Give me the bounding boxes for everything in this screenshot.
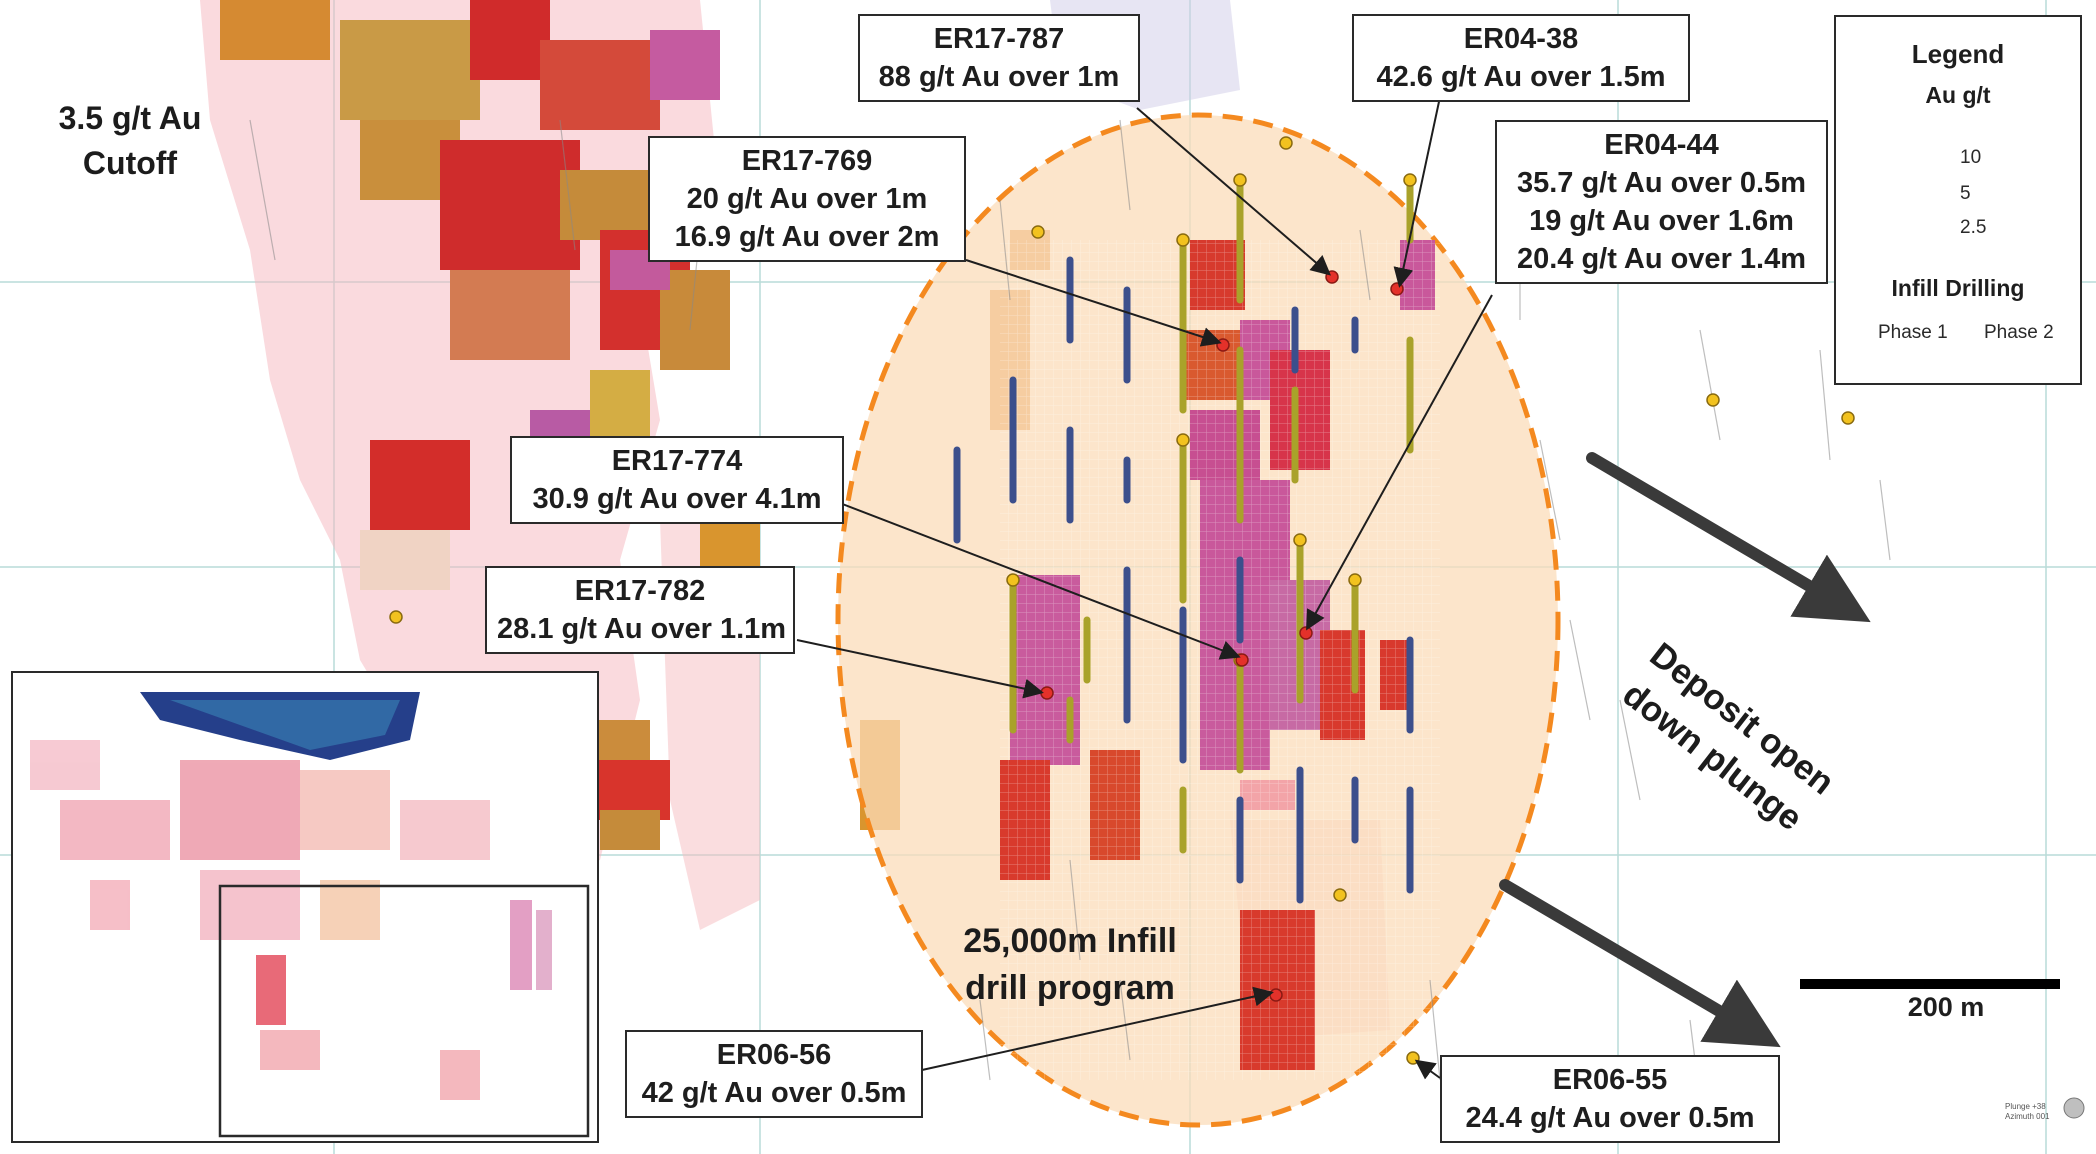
legend-bin-10: 10 (1960, 147, 1982, 168)
callout-hole-id: ER04-44 (1604, 129, 1719, 161)
callout-grade: 19 g/t Au over 1.6m (1529, 205, 1794, 237)
callout-er17-787: ER17-787 88 g/t Au over 1m (858, 14, 1140, 102)
inset-overview-map (11, 671, 599, 1143)
callout-hole-id: ER17-774 (611, 445, 743, 477)
callout-hole-id: ER06-56 (716, 1039, 832, 1071)
callout-grade: 88 g/t Au over 1m (878, 61, 1120, 93)
callout-hole-id: ER04-38 (1463, 23, 1579, 55)
callout-grade: 42.6 g/t Au over 1.5m (1376, 61, 1666, 93)
callout-er17-769: ER17-769 20 g/t Au over 1m 16.9 g/t Au o… (648, 136, 966, 262)
phase1-drill-holes (1009, 176, 1414, 854)
scale-bar (1800, 979, 2060, 989)
scale-bar-label: 200 m (1907, 992, 1985, 1022)
legend-unit: Au g/t (1925, 82, 1991, 108)
callout-hole-id: ER17-782 (574, 575, 706, 607)
plunge-line: Plunge +38 (2005, 1102, 2046, 1111)
orientation-icon (2063, 1097, 2085, 1119)
infill-line1: 25,000m Infill (963, 922, 1177, 960)
callout-grade: 42 g/t Au over 0.5m (641, 1077, 907, 1109)
infill-program-label: 25,000m Infill drill program (920, 918, 1220, 1012)
callout-grade: 16.9 g/t Au over 2m (674, 221, 940, 253)
callout-er04-38: ER04-38 42.6 g/t Au over 1.5m (1352, 14, 1690, 102)
callout-er17-774: ER17-774 30.9 g/t Au over 4.1m (510, 436, 844, 524)
plunge-info: Plunge +38 Azimuth 001 (2005, 1102, 2049, 1122)
callout-grade: 20.4 g/t Au over 1.4m (1516, 243, 1807, 275)
legend-infill-title: Infill Drilling (1891, 275, 2025, 301)
callout-er06-55: ER06-55 24.4 g/t Au over 0.5m (1440, 1055, 1780, 1143)
infill-line2: drill program (965, 969, 1175, 1007)
block-grid-overlay (1000, 240, 1440, 1080)
azimuth-line: Azimuth 001 (2005, 1112, 2050, 1121)
callout-er17-782: ER17-782 28.1 g/t Au over 1.1m (485, 566, 795, 654)
callout-grade: 28.1 g/t Au over 1.1m (497, 613, 787, 645)
legend-phase1: Phase 1 (1878, 322, 1948, 343)
cutoff-line1: 3.5 g/t Au (58, 100, 202, 136)
legend-bin-5: 5 (1960, 183, 1971, 204)
callout-leaders (796, 96, 1493, 1080)
callout-er06-56: ER06-56 42 g/t Au over 0.5m (625, 1030, 923, 1118)
callout-er04-44: ER04-44 35.7 g/t Au over 0.5m 19 g/t Au … (1495, 120, 1828, 284)
callout-grade: 24.4 g/t Au over 0.5m (1465, 1102, 1755, 1134)
legend-phase2: Phase 2 (1984, 322, 2054, 343)
map-legend: Legend Au g/t 10 5 2.5 Infill Drilling P… (1834, 15, 2082, 385)
callout-hole-id: ER06-55 (1552, 1064, 1668, 1096)
legend-title: Legend (1911, 39, 2005, 69)
callout-hole-id: ER17-787 (933, 23, 1065, 55)
callout-grade: 20 g/t Au over 1m (686, 183, 928, 215)
callout-grade: 35.7 g/t Au over 0.5m (1516, 167, 1807, 199)
inset-focus-box (218, 884, 590, 1138)
legend-bin-2-5: 2.5 (1960, 217, 1987, 238)
cutoff-label: 3.5 g/t Au Cutoff (30, 96, 230, 186)
cutoff-line2: Cutoff (82, 145, 178, 181)
callout-grade: 30.9 g/t Au over 4.1m (532, 483, 822, 515)
down-plunge-arrows (1499, 452, 1871, 1048)
callout-hole-id: ER17-769 (741, 145, 873, 177)
